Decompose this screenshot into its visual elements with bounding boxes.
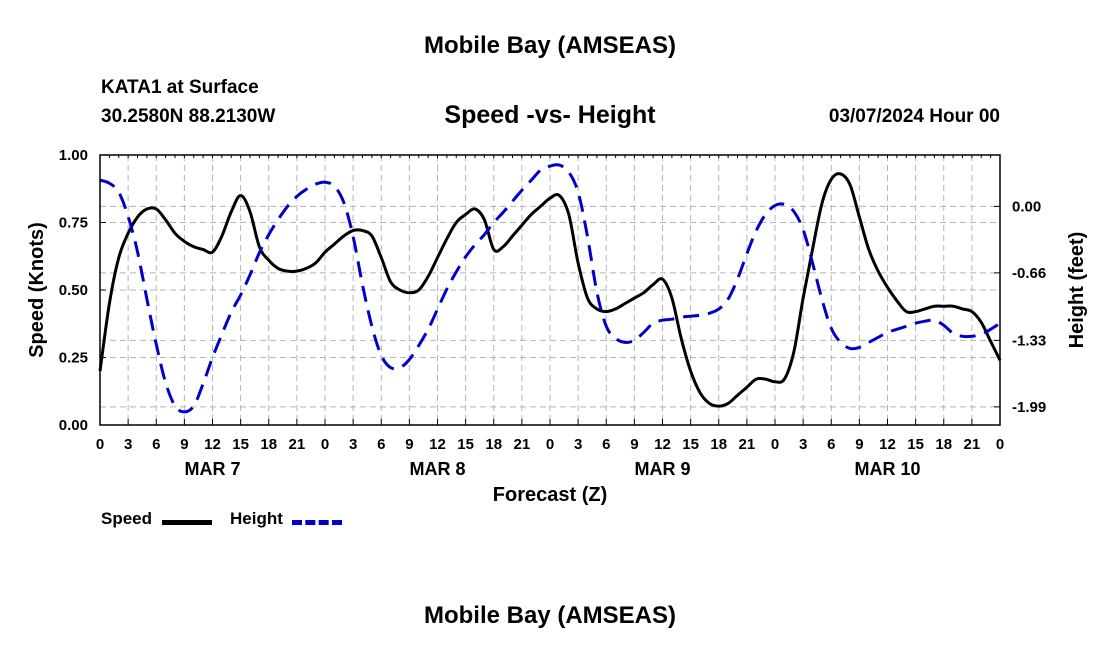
station-label: KATA1 at Surface [101,77,259,98]
footer-title: Mobile Bay (AMSEAS) [423,602,677,629]
x-tick-label: 0 [996,436,1004,453]
chart-subtitle: Speed -vs- Height [444,101,656,129]
legend-speed-swatch [162,520,212,525]
y-tick-label: 0.75 [59,215,88,232]
date-label: MAR 10 [854,459,920,479]
x-tick-label: 6 [152,436,160,453]
date-label: MAR 7 [184,459,240,479]
series-height-line [99,163,1001,414]
x-tick-label: 12 [654,436,671,453]
x-tick-label: 18 [260,436,277,453]
y-tick-label: 0.25 [59,350,88,367]
y2-tick-label: -1.99 [1012,399,1046,416]
legend-height-swatch [292,520,342,525]
series-group [98,163,1002,414]
y-tick-label: 0.50 [59,282,88,299]
grid-lines [99,154,1001,426]
station-coordinates: 30.2580N 88.2130W [101,106,276,127]
x-tick-label: 21 [964,436,981,453]
x-tick-label: 21 [739,436,756,453]
x-tick-label: 0 [771,436,779,453]
x-tick-label: 3 [349,436,357,453]
x-tick-label: 6 [827,436,835,453]
y-tick-label: 0.00 [59,417,88,434]
y2-axis-title: Height (feet) [1066,232,1088,349]
x-tick-label: 0 [321,436,329,453]
x-tick-label: 6 [602,436,610,453]
date-label: MAR 9 [634,459,690,479]
legend-height-label: Height [230,509,283,528]
forecast-datetime: 03/07/2024 Hour 00 [828,106,1000,127]
x-tick-label: 15 [232,436,249,453]
x-axis-title: Forecast (Z) [493,484,607,506]
x-tick-label: 12 [204,436,221,453]
date-label: MAR 8 [409,459,465,479]
x-tick-label: 15 [907,436,924,453]
legend-speed-label: Speed [101,509,153,528]
x-tick-label: 3 [799,436,807,453]
y2-tick-label: -1.33 [1012,332,1046,349]
x-tick-label: 3 [124,436,132,453]
y-axis-title: Speed (Knots) [26,222,48,358]
y2-tick-label: 0.00 [1012,198,1041,215]
x-tick-label: 15 [457,436,474,453]
x-tick-label: 0 [546,436,554,453]
x-tick-label: 9 [180,436,188,453]
y-tick-label: 1.00 [59,147,88,164]
x-tick-label: 15 [682,436,699,453]
x-tick-label: 6 [377,436,385,453]
x-tick-label: 9 [855,436,863,453]
x-tick-label: 18 [485,436,502,453]
x-tick-label: 21 [514,436,531,453]
x-tick-label: 3 [574,436,582,453]
x-tick-label: 0 [96,436,104,453]
x-tick-label: 9 [405,436,413,453]
x-tick-label: 12 [429,436,446,453]
x-tick-label: 21 [289,436,306,453]
x-tick-label: 9 [630,436,638,453]
y2-tick-label: -0.66 [1012,265,1046,282]
chart-title: Mobile Bay (AMSEAS) [423,32,677,59]
axes: 0 3 6 9 12 15 18 21 0 3 6 9 12 15 18 21 0 3 6 9 12 15 18 21 0 3 6 9… [26,147,1088,506]
series-speed-line [98,172,1002,408]
x-tick-label: 18 [710,436,727,453]
x-tick-label: 12 [879,436,896,453]
x-tick-label: 18 [935,436,952,453]
